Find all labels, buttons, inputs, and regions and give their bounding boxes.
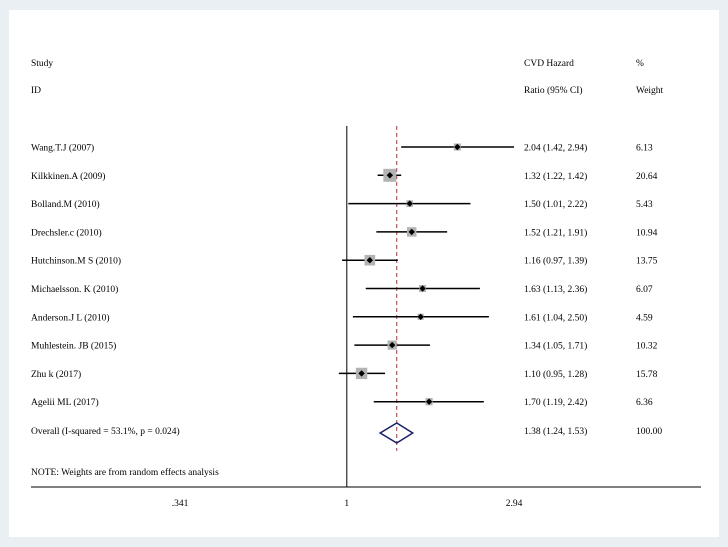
overall-weight-text: 100.00 <box>636 427 662 437</box>
study-label: Anderson.J L (2010) <box>31 312 110 323</box>
ci-text: 1.63 (1.13, 2.36) <box>524 284 587 295</box>
point-estimate <box>425 398 433 405</box>
point-estimate <box>386 172 394 179</box>
overall-diamond <box>378 422 415 444</box>
study-label: Wang.T.J (2007) <box>31 143 94 154</box>
study-label: Bolland.M (2010) <box>31 199 100 210</box>
header-percent: % <box>636 59 644 69</box>
overall-ci-text: 1.38 (1.24, 1.53) <box>524 426 587 437</box>
weight-text: 5.43 <box>636 200 653 210</box>
ci-text: 1.34 (1.05, 1.71) <box>524 341 587 352</box>
study-label: Zhu k (2017) <box>31 369 81 380</box>
point-estimate <box>419 285 426 292</box>
footnote: NOTE: Weights are from random effects an… <box>31 467 219 478</box>
header-id: ID <box>31 86 41 96</box>
ci-text: 2.04 (1.42, 2.94) <box>524 143 587 154</box>
ci-text: 1.61 (1.04, 2.50) <box>524 312 587 323</box>
study-label: Drechsler.c (2010) <box>31 227 102 238</box>
weight-text: 20.64 <box>636 172 658 182</box>
study-label: Muhlestein. JB (2015) <box>31 341 116 352</box>
point-estimate <box>358 370 365 377</box>
weight-text: 13.75 <box>636 257 658 267</box>
point-estimate <box>388 341 396 349</box>
header-effect-ci: Ratio (95% CI) <box>524 85 583 96</box>
weight-text: 6.36 <box>636 398 653 408</box>
header-effect: CVD Hazard <box>524 59 574 69</box>
study-rows: Wang.T.J (2007) 2.04 (1.42, 2.94) 6.13 Kilk… <box>31 143 658 409</box>
ci-text: 1.70 (1.19, 2.42) <box>524 397 587 408</box>
x-tick-label-294: 2.94 <box>506 499 523 509</box>
header-study: Study <box>31 59 53 69</box>
overall-label: Overall (I-squared = 53.1%, p = 0.024) <box>31 426 180 437</box>
study-label: Kilkkinen.A (2009) <box>31 171 105 182</box>
weight-text: 10.94 <box>636 228 658 238</box>
ci-text: 1.52 (1.21, 1.91) <box>524 227 587 238</box>
weight-text: 6.07 <box>636 285 653 295</box>
weight-text: 6.13 <box>636 144 653 154</box>
study-label: Hutchinson.M S (2010) <box>31 256 121 267</box>
forest-plot: Study ID CVD Hazard Ratio (95% CI) % Wei… <box>31 59 701 509</box>
ci-text: 1.50 (1.01, 2.22) <box>524 199 587 210</box>
point-estimate <box>406 200 413 207</box>
ci-text: 1.10 (0.95, 1.28) <box>524 369 587 380</box>
weight-text: 4.59 <box>636 313 653 323</box>
ci-text: 1.32 (1.22, 1.42) <box>524 171 587 182</box>
study-label: Agelii ML (2017) <box>31 397 99 408</box>
x-tick-label-1: 1 <box>344 499 349 509</box>
ci-text: 1.16 (0.97, 1.39) <box>524 256 587 267</box>
plot-panel: Study ID CVD Hazard Ratio (95% CI) % Wei… <box>9 10 719 537</box>
header-weight: Weight <box>636 86 664 96</box>
point-estimate <box>454 143 461 151</box>
point-estimate <box>366 257 374 264</box>
study-label: Michaelsson. K (2010) <box>31 284 118 295</box>
x-tick-label-0341: .341 <box>172 499 189 509</box>
weight-text: 15.78 <box>636 370 658 380</box>
point-estimate <box>417 313 424 320</box>
point-estimate <box>408 228 415 236</box>
weight-text: 10.32 <box>636 342 658 352</box>
